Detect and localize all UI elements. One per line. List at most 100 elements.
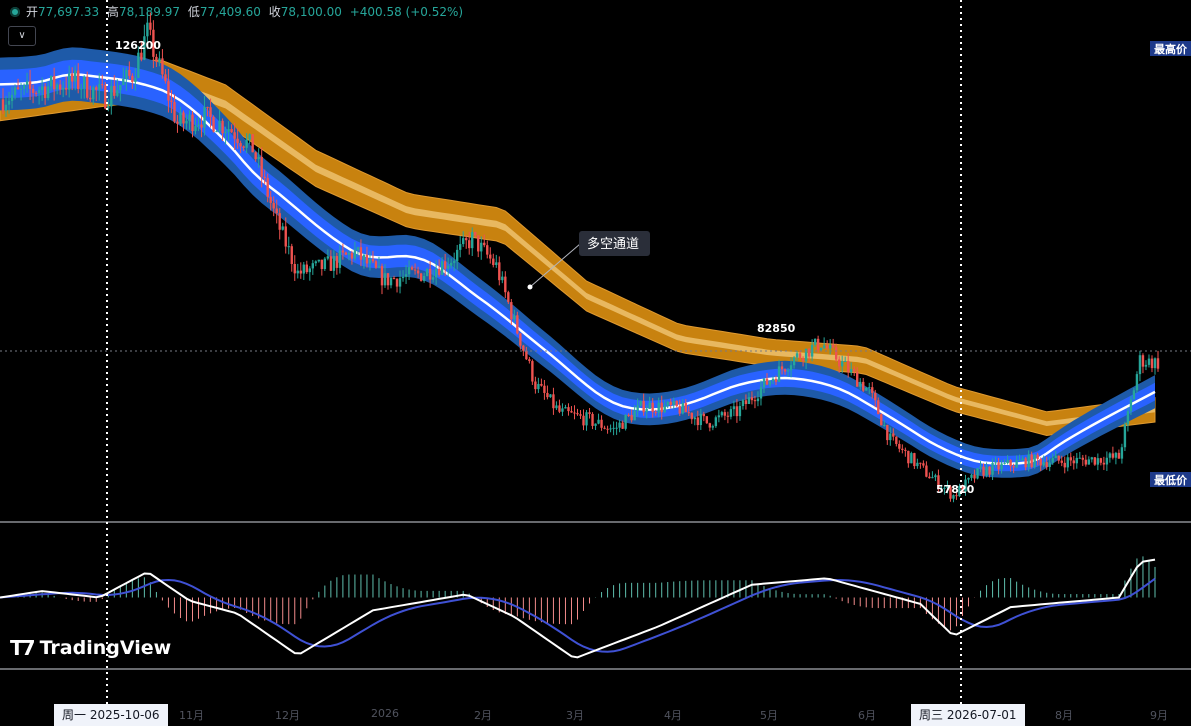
candle-body xyxy=(350,252,354,259)
candle-body xyxy=(194,126,197,132)
close-value: 78,100.00 xyxy=(280,5,342,19)
candle-body xyxy=(143,36,146,60)
candle-body xyxy=(931,477,934,479)
candle-body xyxy=(197,124,200,127)
candle-body xyxy=(807,348,811,357)
time-axis[interactable] xyxy=(0,704,1191,726)
candle-body xyxy=(657,402,660,413)
candle-body xyxy=(1066,457,1069,468)
candle-body xyxy=(128,69,131,76)
candle-body xyxy=(206,106,209,108)
candle-body xyxy=(73,70,77,82)
candle-body xyxy=(22,84,26,89)
candle-body xyxy=(200,124,203,128)
candle-body xyxy=(777,366,781,382)
candle-body xyxy=(540,383,543,386)
candle-body xyxy=(801,358,805,362)
candle-body xyxy=(729,409,733,417)
candle-body xyxy=(34,92,38,94)
candle-body xyxy=(952,495,955,499)
candle-body xyxy=(669,401,672,405)
candle-body xyxy=(609,428,612,430)
candle-body xyxy=(107,106,110,109)
high-label: 高 xyxy=(106,5,119,19)
tradingview-logo-icon: T7 xyxy=(10,636,36,660)
candle-body xyxy=(64,87,68,90)
candle-body xyxy=(552,394,555,409)
candle-body xyxy=(627,414,630,416)
macd-signal-line xyxy=(0,577,1156,653)
candle-body xyxy=(437,268,441,275)
candle-body xyxy=(606,428,609,430)
candle-body xyxy=(101,84,104,86)
candle-body xyxy=(648,402,651,409)
candle-body xyxy=(940,488,943,490)
candle-body xyxy=(1129,399,1133,412)
max-price-badge xyxy=(1150,41,1191,56)
candle-body xyxy=(1135,374,1139,391)
candle-body xyxy=(907,450,910,464)
candle-body xyxy=(916,462,919,467)
candle-body xyxy=(242,146,245,148)
candle-body xyxy=(305,264,308,273)
candle-body xyxy=(58,84,62,90)
candle-body xyxy=(281,226,284,230)
candle-body xyxy=(910,453,913,464)
candle-body xyxy=(519,333,522,346)
candle-body xyxy=(955,495,958,497)
candle-body xyxy=(747,397,751,404)
candle-body xyxy=(176,121,179,124)
candle-body xyxy=(681,402,684,414)
candle-body xyxy=(877,400,880,415)
candle-body xyxy=(1024,458,1027,468)
candle-body xyxy=(510,302,513,320)
candle-body xyxy=(477,235,480,252)
candle-body xyxy=(290,246,293,265)
tick-9: 9月 xyxy=(1150,709,1168,722)
candle-body xyxy=(263,176,266,179)
candle-body xyxy=(170,100,173,103)
candle-body xyxy=(401,276,405,279)
candle-body xyxy=(753,400,757,402)
candle-body xyxy=(1132,390,1136,400)
candle-body xyxy=(28,81,32,89)
candle-body xyxy=(792,357,796,366)
candle-body xyxy=(495,262,498,266)
change-value: +400.58 (+0.52%) xyxy=(349,5,464,19)
candle-body xyxy=(564,407,567,409)
candle-body xyxy=(967,477,970,480)
candle-body xyxy=(368,259,372,264)
candle-body xyxy=(846,360,850,373)
candle-body xyxy=(398,278,402,287)
candle-body xyxy=(7,100,11,105)
candle-body xyxy=(480,242,483,252)
candle-body xyxy=(979,466,982,469)
candle-body xyxy=(961,486,964,492)
candle-body xyxy=(13,87,17,95)
candle-body xyxy=(922,463,925,466)
candle-body xyxy=(750,397,754,401)
tick-3: 2月 xyxy=(474,709,492,722)
candle-body xyxy=(934,475,937,478)
symbol-status-icon xyxy=(10,7,20,17)
candle-body xyxy=(913,453,916,467)
low-value: 77,409.60 xyxy=(199,5,261,19)
candle-body xyxy=(1072,460,1075,464)
candle-body xyxy=(774,378,778,382)
inner-channel-centerline xyxy=(0,73,1156,465)
candle-body xyxy=(302,264,305,274)
candle-body xyxy=(874,392,877,401)
candle-body xyxy=(883,425,886,427)
candle-body xyxy=(347,252,351,255)
candle-body xyxy=(603,427,606,429)
candle-body xyxy=(651,402,654,412)
candle-body xyxy=(726,415,730,417)
candle-body xyxy=(374,261,378,268)
candle-body xyxy=(320,259,324,269)
candle-body xyxy=(492,258,495,266)
candle-body xyxy=(140,52,143,60)
collapse-legend-button[interactable]: ∨ xyxy=(8,26,36,46)
candle-body xyxy=(46,86,50,99)
candle-body xyxy=(672,400,675,405)
